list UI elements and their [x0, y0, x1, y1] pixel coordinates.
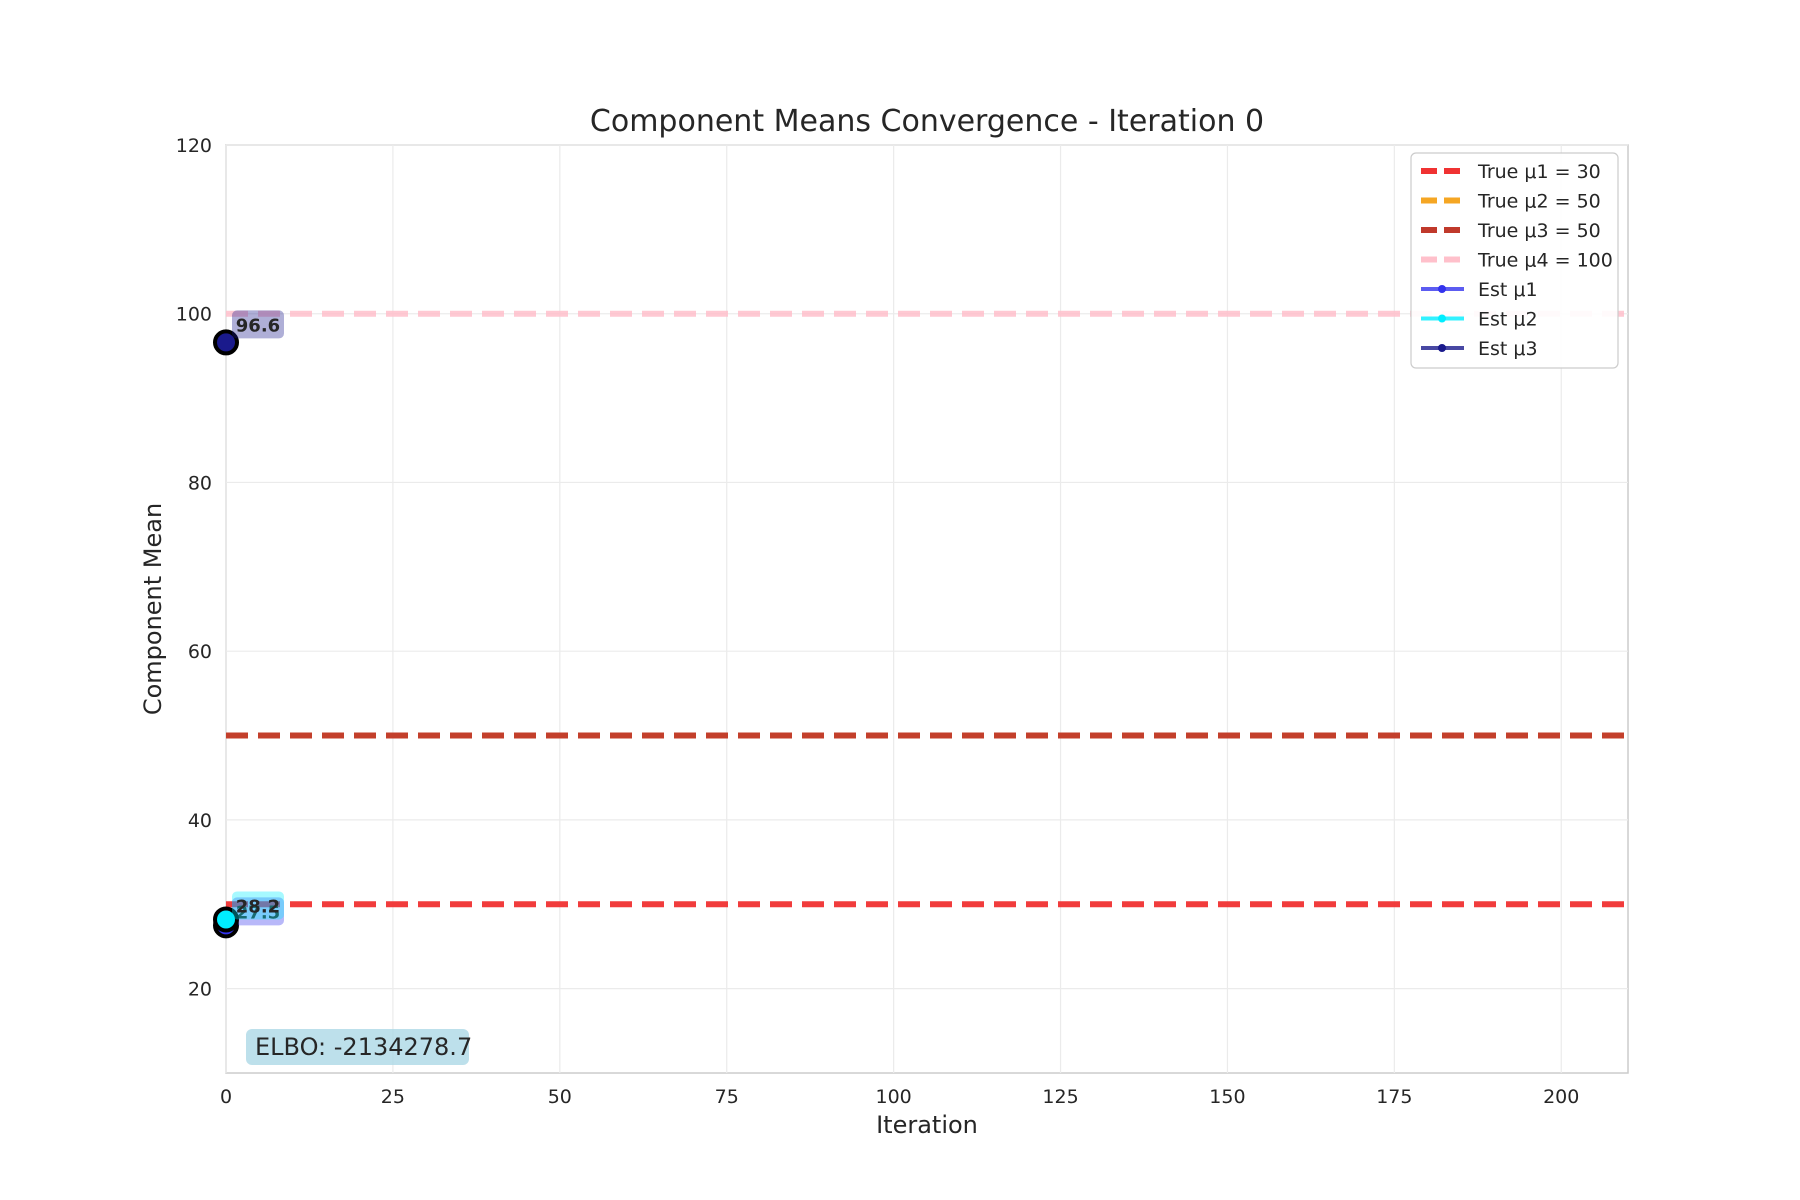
y-tick-label: 80 — [188, 472, 212, 494]
legend-label: True μ2 = 50 — [1477, 191, 1601, 213]
legend-marker — [1438, 285, 1446, 293]
legend-label: Est μ2 — [1478, 309, 1538, 331]
x-tick-label: 150 — [1209, 1086, 1245, 1108]
x-tick-label: 125 — [1042, 1086, 1078, 1108]
legend-label: Est μ3 — [1478, 338, 1538, 360]
series-point — [213, 329, 239, 356]
legend-label: True μ4 = 100 — [1477, 250, 1613, 272]
tick-labels: 0 25 50 75 100 125 150 175 200 20 40 60 80 100 120 — [176, 135, 1580, 1108]
y-axis-label: Component Mean — [139, 503, 167, 715]
x-tick-label: 0 — [220, 1086, 232, 1108]
elbo-box — [246, 1029, 469, 1065]
elbo-text: ELBO: -2134278.7 — [255, 1033, 472, 1061]
x-tick-label: 50 — [548, 1086, 572, 1108]
x-tick-label: 100 — [875, 1086, 911, 1108]
x-axis-label: Iteration — [876, 1111, 978, 1139]
legend-marker — [1438, 314, 1446, 323]
legend: True μ1 = 30 True μ2 = 50 True μ3 = 50 True… — [1410, 152, 1619, 369]
value-label-box — [232, 310, 284, 339]
x-tick-label: 25 — [381, 1086, 405, 1108]
legend-label: True μ3 = 50 — [1477, 220, 1601, 242]
x-tick-label: 200 — [1543, 1086, 1579, 1108]
legend-marker — [1438, 344, 1446, 352]
legend-label: True μ1 = 30 — [1477, 161, 1601, 183]
y-tick-label: 60 — [188, 641, 212, 663]
x-tick-label: 175 — [1376, 1086, 1412, 1108]
elbo-annotation: ELBO: -2134278.7 — [246, 1029, 472, 1065]
y-tick-label: 100 — [176, 304, 212, 326]
x-tick-label: 75 — [715, 1086, 739, 1108]
value-label-box — [232, 891, 284, 920]
true-mean-lines — [226, 310, 1628, 908]
series-point — [213, 906, 239, 933]
legend-label: Est μ1 — [1478, 279, 1538, 301]
estimate-series: 27.528.2 96.6 — [213, 310, 284, 939]
value-label-box — [232, 897, 284, 926]
y-tick-label: 120 — [176, 135, 212, 157]
value-label: 96.6 — [236, 315, 280, 336]
value-label: 28.2 — [236, 896, 280, 917]
chart-title: Component Means Convergence - Iteration … — [590, 104, 1264, 139]
value-label: 27.5 — [236, 902, 280, 923]
y-tick-label: 40 — [188, 810, 212, 832]
legend-box — [1410, 152, 1619, 369]
y-tick-label: 20 — [188, 979, 212, 1001]
